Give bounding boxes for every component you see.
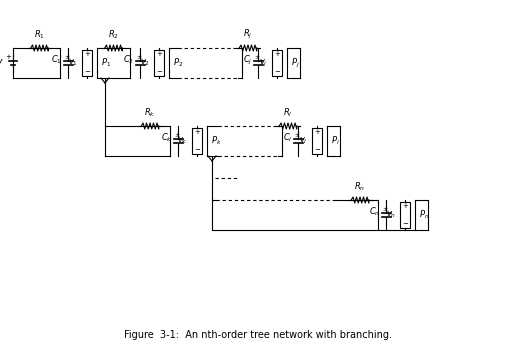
Bar xyxy=(82,50,92,76)
Text: ±: ± xyxy=(175,133,180,138)
Text: $P_k$: $P_k$ xyxy=(211,135,221,147)
Text: $R_1$: $R_1$ xyxy=(34,29,45,41)
Bar xyxy=(272,50,282,76)
Text: $V$: $V$ xyxy=(0,57,4,69)
Text: $C_n$: $C_n$ xyxy=(369,206,380,218)
Bar xyxy=(192,128,202,154)
Text: $P_n$: $P_n$ xyxy=(419,209,430,221)
Text: +: + xyxy=(5,54,11,60)
Text: $R_k$: $R_k$ xyxy=(144,106,156,119)
Text: −: − xyxy=(156,70,162,76)
Text: ±: ± xyxy=(295,133,300,138)
Text: +: + xyxy=(84,50,90,56)
Bar xyxy=(400,202,410,228)
Text: +: + xyxy=(274,50,280,56)
Text: Figure  3-1:  An nth-order tree network with branching.: Figure 3-1: An nth-order tree network wi… xyxy=(124,330,391,340)
Text: −: − xyxy=(314,148,320,153)
Text: −: − xyxy=(194,148,200,153)
Text: $C_k$: $C_k$ xyxy=(161,132,172,144)
Text: $v_k$: $v_k$ xyxy=(178,136,188,146)
Text: $R_2$: $R_2$ xyxy=(108,29,119,41)
Text: $P_1$: $P_1$ xyxy=(101,57,111,69)
Text: $R_j$: $R_j$ xyxy=(243,28,253,41)
Bar xyxy=(154,50,164,76)
Text: −: − xyxy=(84,70,90,76)
Text: $C_2$: $C_2$ xyxy=(123,54,134,66)
Text: $P_j$: $P_j$ xyxy=(291,56,300,70)
Text: +: + xyxy=(156,50,162,56)
Text: $C_j$: $C_j$ xyxy=(243,54,252,66)
Text: ±: ± xyxy=(64,55,70,60)
Text: $R_l$: $R_l$ xyxy=(283,106,293,119)
Text: ±: ± xyxy=(382,207,388,212)
Bar xyxy=(312,128,322,154)
Text: +: + xyxy=(314,128,320,134)
Text: $v_n$: $v_n$ xyxy=(386,210,396,220)
Text: +: + xyxy=(402,203,408,208)
Text: +: + xyxy=(194,128,200,134)
Text: ±: ± xyxy=(136,55,142,60)
Text: $P_l$: $P_l$ xyxy=(331,135,340,147)
Text: $v_1$: $v_1$ xyxy=(68,58,78,68)
Text: −: − xyxy=(402,221,408,228)
Text: $v_l$: $v_l$ xyxy=(299,136,308,146)
Text: $v_2$: $v_2$ xyxy=(140,58,150,68)
Text: −: − xyxy=(274,70,280,76)
Text: $C_1$: $C_1$ xyxy=(51,54,62,66)
Text: $v_j$: $v_j$ xyxy=(260,57,268,69)
Text: $C_l$: $C_l$ xyxy=(283,132,292,144)
Text: $P_2$: $P_2$ xyxy=(173,57,183,69)
Text: ±: ± xyxy=(254,55,260,60)
Text: $R_n$: $R_n$ xyxy=(354,181,366,193)
